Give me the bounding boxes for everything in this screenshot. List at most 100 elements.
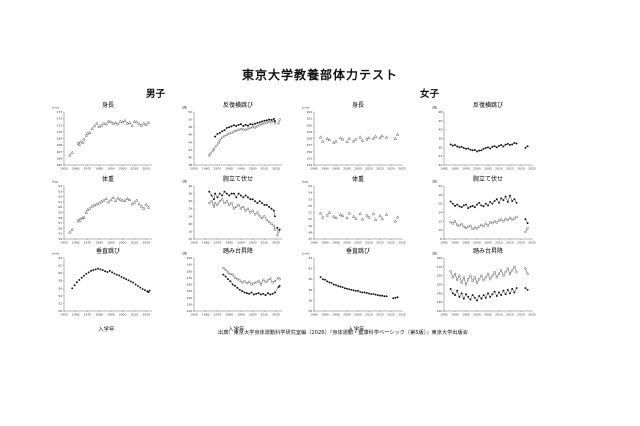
x-tick-label: 2010 bbox=[261, 313, 269, 317]
data-point-male-push-up-0-17 bbox=[247, 196, 249, 199]
data-point-male-vertical-jump-0-6 bbox=[85, 272, 88, 275]
data-point-female-side-step-0-23 bbox=[500, 144, 503, 146]
x-tick-label: 1980 bbox=[225, 167, 233, 171]
x-tick-label: 1980 bbox=[225, 241, 233, 245]
data-point-male-height-0-27 bbox=[130, 123, 134, 127]
data-point-male-push-up-1-19 bbox=[251, 209, 254, 212]
data-point-female-vertical-jump-0-28 bbox=[381, 294, 384, 297]
x-tick-label: 2015 bbox=[506, 167, 514, 171]
data-point-male-side-step-0-3 bbox=[212, 147, 216, 150]
y-tick-label: 160 bbox=[186, 283, 192, 287]
data-point-female-vertical-jump-0-18 bbox=[359, 290, 362, 293]
x-tick-label: 2015 bbox=[376, 241, 384, 245]
chart-title-male-weight: 体重 bbox=[102, 175, 114, 183]
data-point-female-step-test-0-26 bbox=[506, 267, 509, 270]
data-point-male-push-up-1-6 bbox=[221, 198, 224, 201]
data-point-female-step-test-0-6 bbox=[462, 276, 465, 279]
data-point-male-side-step-0-15 bbox=[239, 127, 243, 131]
data-point-female-step-test-0-24 bbox=[502, 274, 505, 277]
x-tick-label: 1970 bbox=[84, 313, 92, 317]
x-tick-label: 1970 bbox=[84, 241, 92, 245]
data-point-female-step-test-1-29 bbox=[513, 291, 516, 294]
data-point-male-vertical-jump-0-26 bbox=[132, 281, 135, 284]
data-point-female-step-test-0-25 bbox=[504, 271, 507, 274]
data-point-male-weight-0-11 bbox=[92, 203, 97, 207]
x-tick-label: 2020 bbox=[517, 241, 525, 245]
data-point-female-push-up-0-25 bbox=[504, 195, 507, 198]
x-tick-label: 2010 bbox=[365, 167, 373, 171]
y-tick-label: 28 bbox=[188, 207, 192, 211]
y-tick-label: 167 bbox=[56, 150, 62, 154]
x-tick-label: 1995 bbox=[462, 241, 470, 245]
data-point-female-side-step-0-4 bbox=[458, 146, 461, 149]
x-tick-label: 2010 bbox=[365, 241, 373, 245]
y-unit-male-weight: (kg) bbox=[52, 180, 58, 184]
data-point-female-push-up-0-4 bbox=[458, 205, 461, 208]
x-tick-label: 2005 bbox=[354, 313, 362, 317]
data-point-female-step-test-1-13 bbox=[478, 295, 481, 297]
y-tick-label: 40 bbox=[308, 277, 312, 281]
data-point-female-push-up-1-3 bbox=[456, 223, 459, 226]
data-point-male-push-up-1-8 bbox=[225, 200, 228, 203]
data-point-female-push-up-1-6 bbox=[462, 225, 465, 228]
data-point-male-push-up-1-5 bbox=[218, 200, 221, 203]
data-point-female-step-test-0-29 bbox=[513, 265, 516, 268]
series-line-female-side-step-0 bbox=[450, 142, 517, 152]
data-point-female-side-step-0-7 bbox=[465, 147, 467, 150]
data-point-female-push-up-0-28 bbox=[511, 200, 514, 202]
x-tick-label: 1950 bbox=[190, 167, 198, 171]
x-tick-label: 2005 bbox=[484, 241, 492, 245]
data-point-male-step-test-0-21 bbox=[271, 281, 274, 284]
data-point-male-weight-0-27 bbox=[130, 202, 134, 206]
data-point-female-side-step-0-2 bbox=[454, 144, 456, 146]
data-point-female-side-step-0-14 bbox=[480, 149, 483, 152]
data-point-female-step-test-0-2 bbox=[453, 272, 457, 276]
x-tick-label: 2010 bbox=[495, 241, 503, 245]
data-point-female-push-up-2-1 bbox=[526, 222, 529, 225]
x-tick-label: 2010 bbox=[131, 313, 139, 317]
x-tick-label: 2000 bbox=[119, 167, 127, 171]
data-point-female-height-0-17 bbox=[374, 134, 378, 138]
data-point-female-push-up-3-1 bbox=[526, 227, 529, 230]
data-point-male-step-test-1-12 bbox=[250, 291, 253, 294]
data-point-male-step-test-0-13 bbox=[252, 282, 255, 285]
data-point-female-step-test-1-6 bbox=[462, 297, 465, 300]
data-point-male-push-up-0-2 bbox=[212, 198, 215, 201]
data-point-male-height-0-5 bbox=[81, 140, 85, 144]
x-tick-label: 2020 bbox=[142, 241, 150, 245]
x-tick-label: 1990 bbox=[321, 313, 329, 317]
data-point-male-side-step-0-4 bbox=[215, 144, 218, 148]
data-point-male-weight-0-16 bbox=[104, 197, 108, 200]
data-point-male-height-0-9 bbox=[88, 130, 92, 134]
y-tick-label: 55 bbox=[308, 184, 312, 188]
data-point-male-step-test-1-24 bbox=[278, 284, 281, 287]
data-point-male-step-test-1-16 bbox=[259, 293, 262, 296]
chart-male-step-test: 踏み台昇降 (回) 120 130 140 150 160 170 180 190 200 1950 1… bbox=[180, 244, 290, 322]
x-tick-label: 1960 bbox=[72, 241, 80, 245]
x-axis-label-male-2: 入学年 bbox=[228, 327, 245, 333]
data-point-female-step-test-0-9 bbox=[469, 274, 472, 277]
data-point-female-push-up-1-18 bbox=[489, 221, 492, 224]
data-point-male-height-0-13 bbox=[97, 124, 101, 128]
data-point-male-vertical-jump-0-7 bbox=[87, 271, 90, 274]
y-tick-label: 36 bbox=[308, 298, 312, 302]
y-tick-label: 20 bbox=[438, 184, 442, 188]
y-tick-label: 200 bbox=[186, 256, 192, 260]
data-point-female-weight-0-16 bbox=[371, 212, 375, 216]
data-point-female-vertical-jump-0-5 bbox=[330, 281, 333, 284]
data-point-male-weight-0-21 bbox=[116, 196, 120, 200]
data-point-male-push-up-1-18 bbox=[249, 211, 252, 214]
data-point-male-push-up-1-2 bbox=[212, 205, 216, 208]
y-tick-label: 48 bbox=[438, 110, 442, 114]
data-point-female-step-test-1-5 bbox=[460, 292, 463, 295]
x-tick-label: 1990 bbox=[107, 167, 115, 171]
data-point-male-push-up-0-4 bbox=[216, 196, 219, 199]
y-tick-label: 38 bbox=[188, 163, 192, 167]
y-tick-label: 14 bbox=[438, 211, 442, 215]
data-point-female-height-0-20 bbox=[385, 135, 389, 139]
data-point-female-side-step-0-20 bbox=[493, 145, 496, 148]
x-tick-label: 1950 bbox=[60, 313, 68, 317]
y-unit-female-weight: (kg) bbox=[302, 180, 308, 184]
y-tick-label: 155 bbox=[306, 156, 312, 160]
